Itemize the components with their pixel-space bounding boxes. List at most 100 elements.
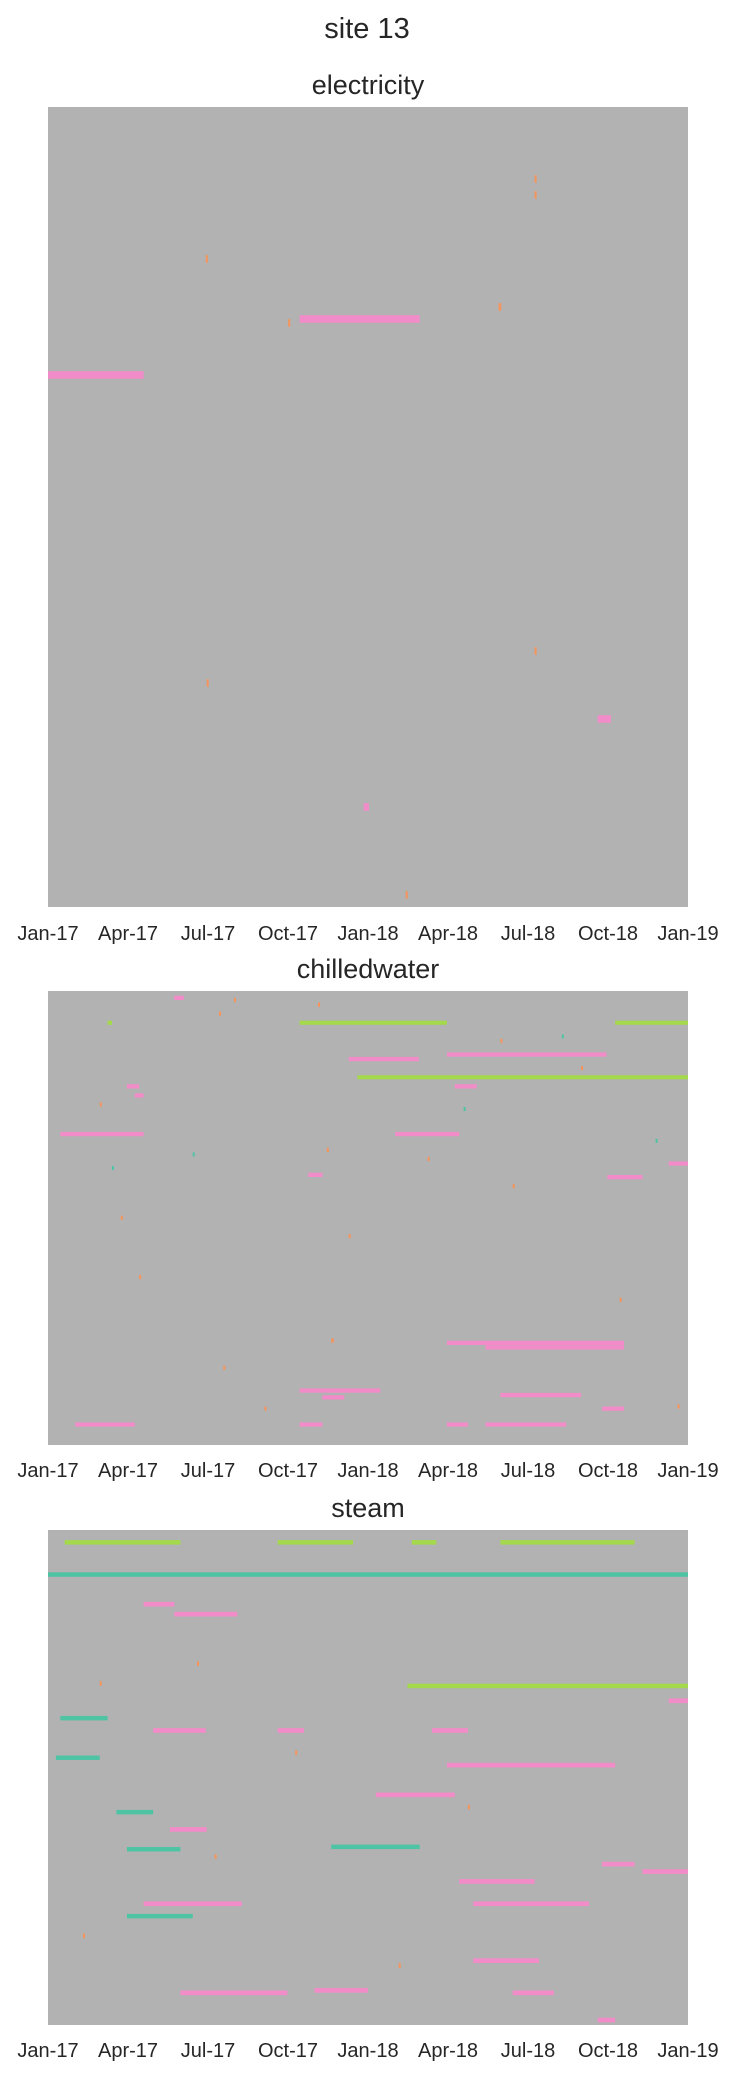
heatmap-segment bbox=[411, 1540, 437, 1545]
heatmap-segment bbox=[288, 319, 291, 327]
heatmap-segment bbox=[615, 1020, 688, 1025]
heatmap-segment bbox=[126, 1084, 140, 1089]
heatmap-segment bbox=[134, 1093, 144, 1098]
heatmap-segment bbox=[602, 1406, 624, 1411]
heatmap-segment bbox=[48, 371, 144, 379]
heatmap-segment bbox=[299, 315, 420, 323]
heatmap-segment bbox=[395, 1131, 460, 1137]
heatmap-segment bbox=[126, 1847, 181, 1852]
heatmap-segment bbox=[446, 1340, 624, 1345]
heatmap-segment bbox=[314, 1988, 368, 1993]
heatmap-segment bbox=[223, 1365, 226, 1370]
heatmap-segment bbox=[432, 1728, 468, 1733]
heatmap-segment bbox=[454, 1084, 477, 1089]
panel-electricity: electricity Jan-17 Apr-17 Jul-17 Oct-17 Jan-1… bbox=[17, 70, 718, 945]
heatmap-segment bbox=[534, 191, 537, 199]
heatmap-segment bbox=[597, 715, 611, 723]
heatmap-segment bbox=[318, 1002, 320, 1007]
heatmap-segment bbox=[357, 1075, 688, 1080]
heatmap-segment bbox=[83, 1933, 86, 1939]
heatmap-segment bbox=[197, 1661, 199, 1666]
heatmap-segment bbox=[55, 1755, 100, 1760]
x-tick-label: Jul-18 bbox=[501, 923, 555, 945]
heatmap-segment bbox=[485, 1422, 567, 1427]
heatmap-segment bbox=[619, 1297, 622, 1302]
x-tick-label: Jul-17 bbox=[181, 1460, 235, 1482]
heatmap-segment bbox=[219, 1011, 221, 1016]
heatmap-segment bbox=[467, 1804, 470, 1810]
heatmap-segment bbox=[75, 1422, 135, 1427]
heatmap-segment bbox=[214, 1854, 217, 1859]
heatmap-segment bbox=[192, 1152, 195, 1157]
heatmap-segment bbox=[602, 1861, 635, 1867]
heatmap-segment bbox=[473, 1958, 539, 1963]
heatmap-segment bbox=[60, 1715, 108, 1721]
panel-chilledwater: chilledwater Jan-17 Apr-17 Jul-17 Oct-17 Jan-… bbox=[17, 954, 718, 1482]
x-tick-label: Apr-18 bbox=[418, 923, 478, 945]
x-tick-label: Jan-17 bbox=[17, 923, 78, 945]
x-tick-label: Jul-18 bbox=[501, 2040, 555, 2062]
heatmap-segment bbox=[180, 1990, 288, 1996]
x-tick-label: Oct-18 bbox=[578, 2040, 638, 2062]
heatmap-segment bbox=[459, 1879, 535, 1884]
heatmap-segment bbox=[174, 1611, 238, 1617]
heatmap-background bbox=[48, 107, 688, 907]
x-tick-label: Apr-17 bbox=[98, 2040, 158, 2062]
heatmap-segment bbox=[473, 1901, 589, 1907]
x-tick-label: Oct-18 bbox=[578, 923, 638, 945]
heatmap-segment bbox=[64, 1540, 181, 1545]
x-tick-label: Jul-17 bbox=[181, 2040, 235, 2062]
heatmap-segment bbox=[107, 1020, 112, 1025]
heatmap-segment bbox=[463, 1107, 466, 1112]
x-tick-label: Jan-17 bbox=[17, 1460, 78, 1482]
heatmap-segment bbox=[205, 255, 208, 263]
heatmap-segment bbox=[322, 1395, 345, 1400]
heatmap-segment bbox=[512, 1184, 515, 1189]
x-tick-label: Apr-17 bbox=[98, 923, 158, 945]
heatmap-segment bbox=[512, 1990, 554, 1996]
x-tick-label: Oct-17 bbox=[258, 1460, 318, 1482]
heatmap-segment bbox=[206, 679, 209, 687]
x-tick-label: Jul-18 bbox=[501, 1460, 555, 1482]
x-tick-label: Apr-17 bbox=[98, 1460, 158, 1482]
heatmap-segment bbox=[485, 1345, 624, 1350]
heatmap-segment bbox=[668, 1698, 688, 1704]
heatmap-segment bbox=[655, 1138, 658, 1143]
heatmap-segment bbox=[607, 1175, 643, 1180]
heatmap-segment bbox=[398, 1963, 401, 1968]
x-tick-label: Jan-19 bbox=[657, 1460, 718, 1482]
heatmap-segment bbox=[126, 1913, 193, 1919]
heatmap-segment bbox=[331, 1338, 334, 1343]
heatmap-segment bbox=[139, 1274, 142, 1280]
heatmap-background bbox=[48, 1530, 688, 2025]
heatmap-segment bbox=[642, 1869, 688, 1874]
heatmap-segment bbox=[326, 1147, 329, 1152]
heatmap-segment bbox=[348, 1056, 419, 1062]
x-tick-label: Jan-17 bbox=[17, 2040, 78, 2062]
heatmap-segment bbox=[668, 1161, 688, 1166]
panel-title: steam bbox=[331, 1493, 405, 1523]
heatmap-segment bbox=[299, 1020, 447, 1025]
heatmap-segment bbox=[500, 1038, 503, 1044]
heatmap-segment bbox=[331, 1844, 420, 1850]
x-tick-label: Jan-18 bbox=[337, 1460, 398, 1482]
heatmap-segment bbox=[375, 1792, 455, 1798]
panel-steam: steam Jan-17 Apr-17 Jul-17 Oct-17 Jan-18 Apr-1… bbox=[17, 1493, 718, 2062]
heatmap-segment bbox=[60, 1131, 144, 1137]
heatmap-segment bbox=[498, 303, 502, 311]
heatmap-segment bbox=[48, 1572, 688, 1577]
x-tick-label: Jan-18 bbox=[337, 923, 398, 945]
heatmap-segment bbox=[174, 995, 184, 1000]
heatmap-segment bbox=[277, 1728, 304, 1733]
heatmap-segment bbox=[677, 1404, 680, 1409]
heatmap-segment bbox=[153, 1728, 206, 1733]
heatmap-segment bbox=[405, 891, 408, 899]
heatmap-segment bbox=[363, 803, 369, 811]
x-tick-label: Jan-19 bbox=[657, 923, 718, 945]
heatmap-segment bbox=[348, 1234, 351, 1239]
heatmap-segment bbox=[233, 997, 236, 1003]
heatmap-segment bbox=[308, 1172, 323, 1177]
x-tick-label: Jan-19 bbox=[657, 2040, 718, 2062]
heatmap-segment bbox=[99, 1102, 102, 1107]
